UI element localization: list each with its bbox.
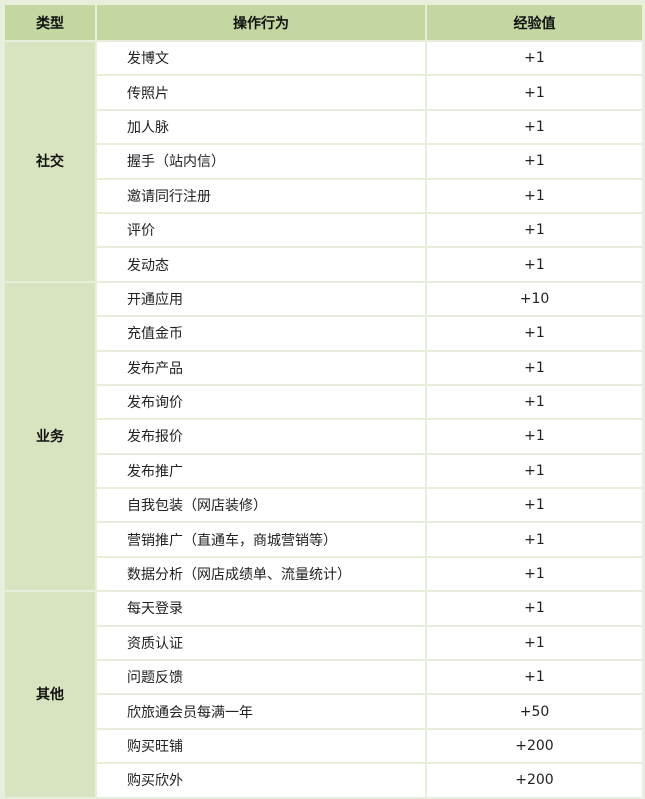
action-cell: 资质认证 <box>95 624 427 662</box>
exp-cell: +1 <box>425 521 644 558</box>
exp-cell: +1 <box>425 246 644 283</box>
table-row: 发布报价 +1 <box>4 418 644 455</box>
exp-cell: +1 <box>425 143 644 180</box>
action-cell: 评价 <box>95 211 427 249</box>
action-cell: 欣旅通会员每满一年 <box>95 693 427 730</box>
action-cell: 营销推广（直通车，商城营销等） <box>95 521 427 558</box>
exp-cell: +1 <box>425 487 644 524</box>
exp-cell: +1 <box>425 315 644 352</box>
action-cell: 充值金币 <box>95 315 427 352</box>
action-cell: 每天登录 <box>95 590 427 627</box>
table-row: 欣旅通会员每满一年 +50 <box>4 693 644 730</box>
exp-cell: +1 <box>425 659 644 696</box>
table-row: 营销推广（直通车，商城营销等） +1 <box>4 521 644 558</box>
experience-table: 类型 操作行为 经验值 社交 发博文 +1 传照片 +1 加人脉 +1 握手（站内信） +1 邀请… <box>3 3 644 799</box>
table-body: 社交 发博文 +1 传照片 +1 加人脉 +1 握手（站内信） +1 邀请同行注册 +1 评价 +1 发动… <box>3 39 644 799</box>
table-row: 发布产品 +1 <box>4 349 644 386</box>
exp-cell: +1 <box>425 555 644 593</box>
exp-cell: +1 <box>425 39 644 77</box>
exp-cell: +200 <box>425 727 644 765</box>
table-row: 业务 开通应用 +10 <box>3 280 644 593</box>
exp-cell: +1 <box>425 74 644 111</box>
action-cell: 购买旺铺 <box>95 727 427 765</box>
category-cell: 社交 <box>3 40 97 283</box>
table-row: 资质认证 +1 <box>4 624 644 662</box>
action-cell: 加人脉 <box>95 108 427 146</box>
exp-cell: +1 <box>425 590 644 627</box>
header-exp: 经验值 <box>425 3 644 42</box>
exp-cell: +50 <box>425 693 644 730</box>
action-cell: 购买欣外 <box>95 762 427 799</box>
table-row: 社交 发博文 +1 <box>3 39 644 283</box>
action-cell: 握手（站内信） <box>95 143 427 180</box>
action-cell: 发布推广 <box>95 452 427 490</box>
table-row: 充值金币 +1 <box>4 315 644 352</box>
table-row: 邀请同行注册 +1 <box>4 177 644 214</box>
table-row: 发布推广 +1 <box>4 452 644 490</box>
table-row: 发动态 +1 <box>4 246 644 283</box>
table-row: 数据分析（网店成绩单、流量统计） +1 <box>4 555 644 593</box>
table-row: 评价 +1 <box>4 211 644 249</box>
header-action: 操作行为 <box>95 3 427 42</box>
category-cell: 业务 <box>3 280 97 593</box>
table-row: 发布询价 +1 <box>4 383 644 421</box>
exp-cell: +1 <box>425 177 644 214</box>
header-type: 类型 <box>3 3 97 42</box>
table-row: 自我包装（网店装修） +1 <box>4 487 644 524</box>
table-row: 握手（站内信） +1 <box>4 143 644 180</box>
action-cell: 传照片 <box>95 74 427 111</box>
table-row: 加人脉 +1 <box>4 108 644 146</box>
table-row: 其他 每天登录 +1 <box>3 590 644 799</box>
action-cell: 发博文 <box>95 39 427 77</box>
exp-cell: +1 <box>425 452 644 490</box>
exp-cell: +1 <box>425 349 644 386</box>
table-row: 传照片 +1 <box>4 74 644 111</box>
exp-cell: +1 <box>425 211 644 249</box>
header-row: 类型 操作行为 经验值 <box>3 3 644 42</box>
action-cell: 自我包装（网店装修） <box>95 487 427 524</box>
action-cell: 开通应用 <box>95 280 427 318</box>
table-row: 购买旺铺 +200 <box>4 727 644 765</box>
table-row: 购买欣外 +200 <box>4 762 644 799</box>
action-cell: 数据分析（网店成绩单、流量统计） <box>95 555 427 593</box>
category-cell: 其他 <box>3 590 97 799</box>
table-row: 问题反馈 +1 <box>4 659 644 696</box>
action-cell: 发动态 <box>95 246 427 283</box>
action-cell: 问题反馈 <box>95 659 427 696</box>
exp-cell: +200 <box>425 762 644 799</box>
exp-cell: +1 <box>425 383 644 421</box>
exp-cell: +1 <box>425 108 644 146</box>
action-cell: 发布询价 <box>95 383 427 421</box>
exp-cell: +10 <box>425 280 644 318</box>
action-cell: 发布报价 <box>95 418 427 455</box>
exp-cell: +1 <box>425 418 644 455</box>
action-cell: 发布产品 <box>95 349 427 386</box>
exp-cell: +1 <box>425 624 644 662</box>
action-cell: 邀请同行注册 <box>95 177 427 214</box>
